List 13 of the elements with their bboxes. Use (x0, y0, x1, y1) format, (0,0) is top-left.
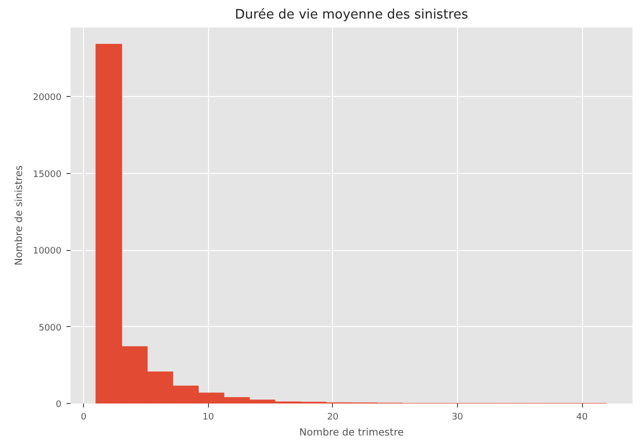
x-tick-label: 40 (576, 412, 588, 422)
x-tick-label: 0 (80, 412, 87, 422)
y-tick-label: 20000 (32, 93, 62, 104)
x-axis-title: Nombre de trimestre (299, 428, 404, 438)
y-tick-label: 5000 (38, 323, 62, 334)
chart-title: Durée de vie moyenne des sinistres (234, 8, 468, 22)
x-tick-label: 20 (327, 412, 339, 422)
y-tick-label: 0 (56, 400, 62, 410)
x-tick-label: 10 (202, 412, 214, 422)
y-axis-title: Nombre de sinistres (14, 165, 25, 266)
y-tick-label: 10000 (32, 246, 62, 257)
x-tick-label: 30 (452, 412, 464, 422)
y-tick-label: 15000 (32, 170, 62, 180)
